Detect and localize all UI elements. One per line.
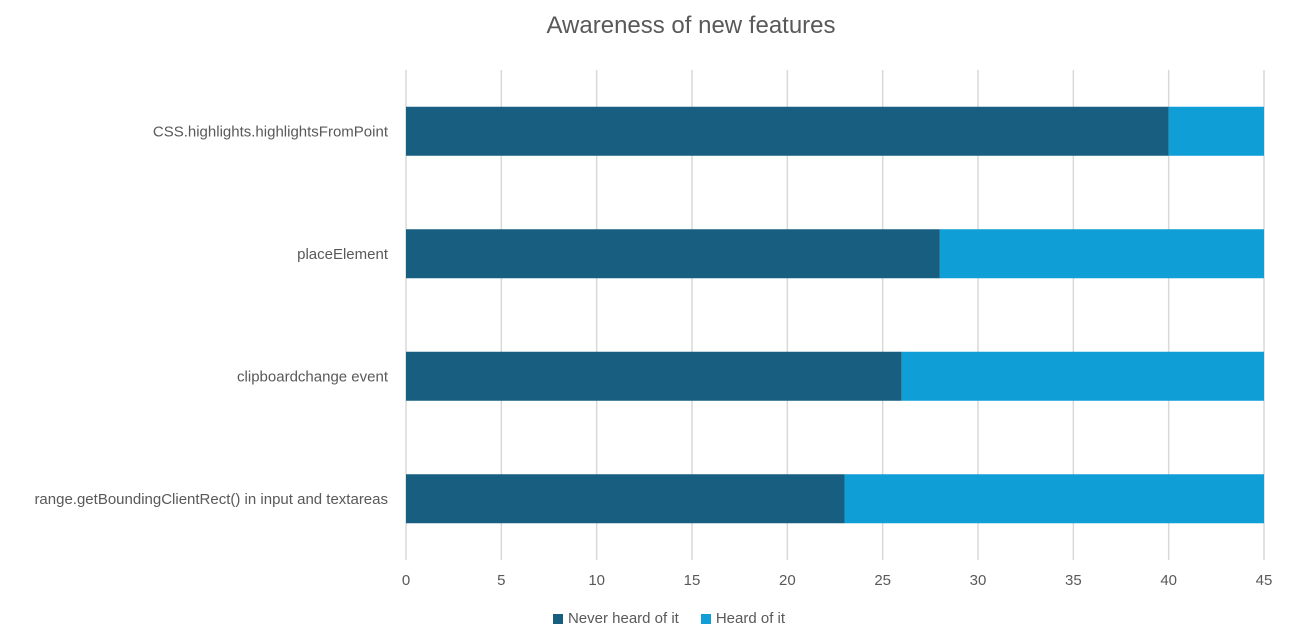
- x-tick-label-35: 35: [1065, 572, 1082, 589]
- legend-label-heard: Heard of it: [715, 610, 786, 627]
- x-tick-label-10: 10: [588, 572, 605, 589]
- legend-swatch-heard: [700, 613, 711, 624]
- category-label-clipboardchange-event: clipboardchange event: [237, 368, 389, 385]
- x-tick-label-20: 20: [779, 572, 796, 589]
- bars: [406, 106, 1264, 524]
- bar-never-heard-of-it-placeelement: [406, 229, 940, 279]
- category-label-css-highlights-highlightsfrompoint: CSS.highlights.highlightsFromPoint: [153, 123, 389, 140]
- bar-heard-of-it-placeelement: [939, 229, 1264, 279]
- bar-never-heard-of-it-css-highlights-highlightsfrompoint: [406, 106, 1169, 156]
- x-tick-label-40: 40: [1160, 572, 1177, 589]
- x-tick-label-0: 0: [402, 572, 410, 589]
- x-tick-label-45: 45: [1256, 572, 1273, 589]
- legend-item-never-heard: Never heard of it: [552, 610, 679, 627]
- legend-swatch-never-heard: [552, 613, 563, 624]
- legend: Never heard of it Heard of it: [0, 610, 1298, 627]
- x-tick-label-25: 25: [874, 572, 891, 589]
- legend-label-never-heard: Never heard of it: [567, 610, 679, 627]
- chart-title: Awareness of new features: [546, 12, 836, 39]
- x-tick-label-5: 5: [497, 572, 505, 589]
- x-tick-labels: 0 5 10 15 20 25 30 35 40 45: [402, 572, 1273, 589]
- legend-item-heard: Heard of it: [700, 610, 786, 627]
- x-tick-label-15: 15: [684, 572, 701, 589]
- bar-never-heard-of-it-range-getboundingclientrect-in-input-and-textareas: [406, 474, 845, 524]
- category-label-placeelement: placeElement: [297, 246, 389, 263]
- bar-heard-of-it-css-highlights-highlightsfrompoint: [1168, 106, 1264, 156]
- bar-heard-of-it-clipboardchange-event: [901, 351, 1264, 401]
- x-tick-label-30: 30: [970, 572, 987, 589]
- bar-heard-of-it-range-getboundingclientrect-in-input-and-textareas: [844, 474, 1264, 524]
- category-label-range-getboundingclientrect-in-input-and-textareas: range.getBoundingClientRect() in input a…: [34, 491, 388, 508]
- bar-never-heard-of-it-clipboardchange-event: [406, 351, 902, 401]
- category-labels: CSS.highlights.highlightsFromPoint placeE…: [34, 123, 388, 508]
